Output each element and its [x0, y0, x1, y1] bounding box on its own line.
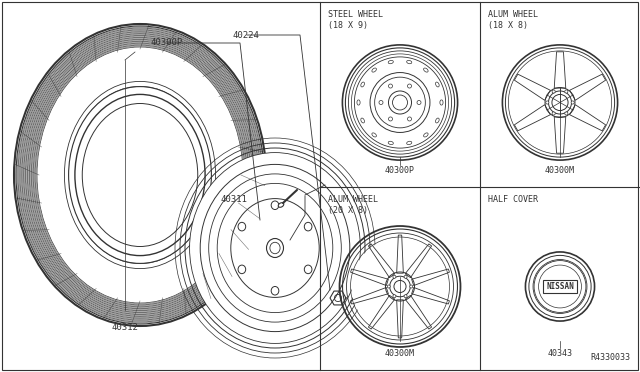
- Ellipse shape: [440, 100, 443, 105]
- Ellipse shape: [357, 100, 360, 105]
- Ellipse shape: [393, 275, 396, 278]
- Ellipse shape: [355, 57, 445, 148]
- Ellipse shape: [564, 112, 568, 115]
- Ellipse shape: [238, 265, 246, 274]
- Ellipse shape: [372, 133, 376, 137]
- Text: ALUM WHEEL
(18 X 8): ALUM WHEEL (18 X 8): [488, 10, 538, 30]
- Ellipse shape: [238, 222, 246, 231]
- Text: 40300M: 40300M: [545, 166, 575, 175]
- Ellipse shape: [304, 265, 312, 274]
- Text: 40300P: 40300P: [150, 38, 182, 47]
- Ellipse shape: [388, 60, 394, 64]
- Ellipse shape: [436, 118, 439, 123]
- Ellipse shape: [351, 238, 449, 335]
- Text: 40311: 40311: [220, 195, 247, 203]
- Ellipse shape: [271, 286, 279, 295]
- Text: HALF COVER: HALF COVER: [488, 195, 538, 204]
- Ellipse shape: [372, 68, 376, 72]
- Ellipse shape: [534, 260, 586, 312]
- Ellipse shape: [278, 203, 284, 207]
- Ellipse shape: [388, 84, 392, 88]
- Ellipse shape: [404, 295, 407, 298]
- Ellipse shape: [387, 285, 390, 288]
- Ellipse shape: [571, 101, 574, 104]
- Ellipse shape: [564, 90, 568, 93]
- Ellipse shape: [388, 117, 392, 121]
- Ellipse shape: [68, 87, 211, 263]
- Text: 40312: 40312: [111, 323, 138, 332]
- Ellipse shape: [417, 100, 421, 105]
- Ellipse shape: [388, 141, 394, 145]
- Ellipse shape: [379, 100, 383, 105]
- Ellipse shape: [393, 295, 396, 298]
- Ellipse shape: [406, 141, 412, 145]
- Text: STEEL WHEEL
(18 X 9): STEEL WHEEL (18 X 9): [328, 10, 383, 30]
- Bar: [543, 280, 577, 292]
- Ellipse shape: [509, 52, 611, 153]
- Text: NISSAN: NISSAN: [546, 282, 574, 291]
- Ellipse shape: [410, 285, 413, 288]
- Ellipse shape: [436, 82, 439, 87]
- Ellipse shape: [406, 60, 412, 64]
- Ellipse shape: [271, 201, 279, 209]
- Ellipse shape: [546, 101, 549, 104]
- Ellipse shape: [266, 238, 284, 257]
- Ellipse shape: [424, 68, 428, 72]
- Ellipse shape: [361, 118, 364, 123]
- Ellipse shape: [408, 117, 412, 121]
- Text: ALUM WHEEL
(20 X 8): ALUM WHEEL (20 X 8): [328, 195, 378, 215]
- Ellipse shape: [552, 112, 556, 115]
- Text: 40343: 40343: [547, 349, 573, 358]
- Ellipse shape: [361, 82, 364, 87]
- Ellipse shape: [552, 90, 556, 93]
- Text: R4330033: R4330033: [590, 353, 630, 362]
- Ellipse shape: [424, 133, 428, 137]
- Text: 40300M: 40300M: [385, 349, 415, 358]
- Ellipse shape: [304, 222, 312, 231]
- Ellipse shape: [408, 84, 412, 88]
- Text: 40224: 40224: [233, 31, 260, 40]
- Text: 40300P: 40300P: [385, 166, 415, 175]
- Ellipse shape: [404, 275, 407, 278]
- Ellipse shape: [190, 153, 360, 343]
- Ellipse shape: [388, 91, 412, 114]
